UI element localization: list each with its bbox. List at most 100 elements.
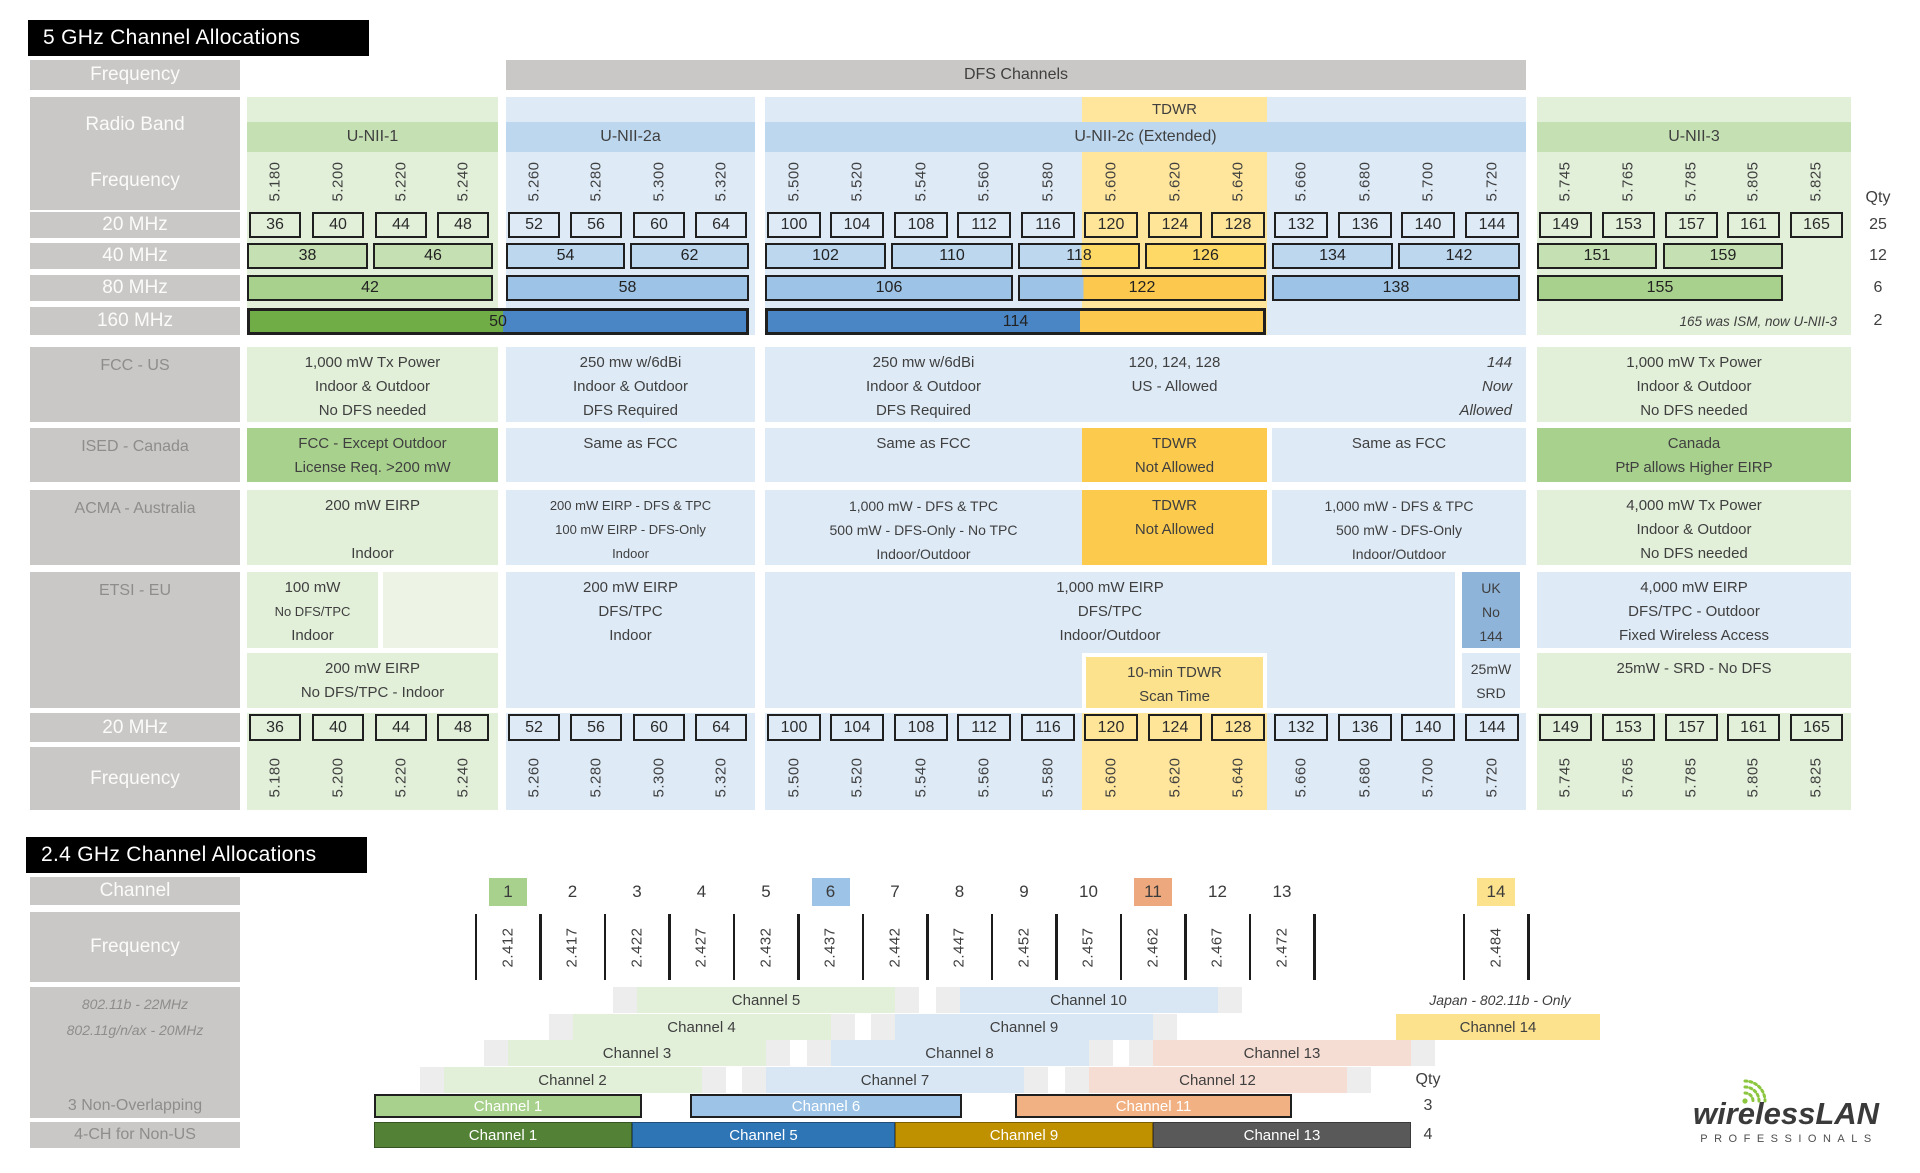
brand-wordmark: wirelessLAN	[1692, 1096, 1880, 1131]
frequency-label: 5.660	[1272, 152, 1330, 210]
frequency-text: 5.580	[1039, 160, 1057, 202]
freq-tick	[990, 914, 994, 980]
frequency-text: 5.280	[587, 160, 605, 202]
row-label-24-frequency: Frequency	[30, 912, 240, 982]
frequency-text: 5.660	[1292, 160, 1310, 202]
cell-text: TDWR	[1152, 435, 1197, 452]
frequency-text: 2.452	[1015, 926, 1033, 968]
cell-text: TDWR	[1152, 497, 1197, 514]
channel-40mhz-box: 110	[891, 243, 1013, 269]
row-label-ised-canada: ISED - Canada	[30, 428, 240, 482]
frequency-text: 5.765	[1619, 756, 1637, 798]
frequency-text: 5.640	[1229, 756, 1247, 798]
cell-text: ETSI - EU	[98, 582, 171, 599]
frequency-text: 5.700	[1419, 160, 1437, 202]
wifi-signal-icon	[1742, 1079, 1767, 1104]
channel-20mhz-box: 40	[312, 212, 364, 238]
cell-text: 500 mW - DFS-Only - No TPC	[829, 522, 1018, 538]
non-overlapping-box-channel-11: Channel 11	[1015, 1094, 1292, 1118]
channel-20mhz-box-bottom: 157	[1665, 714, 1718, 741]
row-label-20-mhz: 20 MHz	[30, 713, 240, 742]
frequency-label-bottom: 5.720	[1463, 747, 1521, 807]
channel-number-9: 9	[1019, 882, 1029, 901]
channel-80mhz-box: 42	[247, 275, 493, 301]
frequency-label-24: 2.467	[1194, 912, 1242, 982]
cell-text: No DFS needed	[1640, 545, 1748, 562]
frequency-label: 5.765	[1600, 152, 1657, 210]
channel-20mhz-box: 112	[957, 212, 1011, 238]
cell-text: Indoor & Outdoor	[1636, 378, 1752, 395]
channel-number-2: 2	[567, 882, 578, 901]
cell-text: Not Allowed	[1134, 521, 1215, 538]
cell-text: No	[1482, 604, 1500, 620]
qty-value: 25	[1855, 212, 1901, 238]
cell-text: License Req. >200 mW	[294, 459, 451, 476]
frequency-label-bottom: 5.500	[765, 747, 823, 807]
two-four-ghz-title: 2.4 GHz Channel Allocations	[26, 837, 367, 873]
brand-subtext: PROFESSIONALS	[1700, 1133, 1878, 1145]
tdwr-column-highlight-top	[1082, 97, 1267, 122]
row-label-frequency: Frequency	[30, 60, 240, 90]
stair-block-channel-13: Channel 13	[1153, 1040, 1411, 1066]
etsi-cell: 1,000 mW EIRP DFS/TPC Indoor/Outdoor	[765, 572, 1455, 708]
row-label-radio-band: Radio Band	[30, 97, 240, 152]
frequency-label-bottom: 5.320	[693, 747, 749, 807]
cell-text: 160 MHz	[96, 310, 174, 331]
channel-20mhz-box-bottom: 140	[1401, 714, 1455, 741]
frequency-text: 5.180	[266, 160, 284, 202]
frequency-text: 5.540	[912, 756, 930, 798]
cell-text: 80 MHz	[102, 277, 168, 298]
frequency-text: 5.320	[712, 160, 730, 202]
frequency-text: 5.745	[1556, 756, 1574, 798]
channel-20mhz-box: 52	[508, 212, 560, 238]
tdwr-header: TDWR	[1082, 97, 1267, 122]
freq-tick	[1462, 914, 1466, 980]
cell-text: Fixed Wireless Access	[1618, 627, 1770, 644]
channel-20mhz-box-bottom: 56	[570, 714, 622, 741]
channel-20mhz-box-bottom: 64	[695, 714, 747, 741]
cell-text: 1,000 mW Tx Power	[1626, 354, 1762, 371]
cell-text: Indoor/Outdoor	[1059, 627, 1161, 644]
etsi-cell: 25mW SRD	[1462, 653, 1520, 708]
freq-tick	[474, 914, 478, 980]
channel-40mhz-box: 142	[1398, 243, 1520, 269]
cell-text: FCC - US	[100, 357, 170, 374]
regulatory-cell: 144 Now Allowed	[1335, 347, 1520, 422]
frequency-label-bottom: 5.805	[1725, 747, 1782, 807]
frequency-text: 5.720	[1483, 756, 1501, 798]
channel-80mhz-box: 155	[1537, 275, 1783, 301]
frequency-label-bottom: 5.280	[568, 747, 624, 807]
channel-40mhz-box: 46	[373, 243, 493, 269]
cell-text: US - Allowed	[1131, 378, 1218, 395]
cell-text: 3	[1423, 1097, 1433, 1114]
regulatory-cell: 1,000 mW - DFS & TPC 500 mW - DFS-Only - …	[765, 490, 1082, 565]
freq-tick	[926, 914, 929, 980]
cell-text: Indoor/Outdoor	[876, 546, 971, 562]
cell-text: 120, 124, 128	[1128, 354, 1221, 371]
cell-text: Indoor	[612, 546, 649, 561]
frequency-text: 5.260	[525, 756, 543, 798]
regulatory-cell: FCC - Except Outdoor License Req. >200 mW	[247, 428, 498, 482]
frequency-text: 5.620	[1166, 160, 1184, 202]
cell-text: 200 mW EIRP	[324, 497, 421, 514]
channel-number-5: 5	[761, 882, 771, 901]
cell-text: 4	[1423, 1126, 1433, 1143]
frequency-label-24: 2.442	[871, 912, 919, 982]
four-channel-box-channel-13: Channel 13	[1153, 1122, 1411, 1148]
etsi-cell: UK No 144	[1462, 572, 1520, 648]
cell-text: 500 mW - DFS-Only	[1335, 522, 1462, 538]
cell-text: 100 mW	[284, 579, 341, 596]
freq-tick	[1313, 914, 1316, 980]
cell-text: 1,000 mW EIRP	[1056, 579, 1164, 596]
cell-text: Not Allowed	[1134, 459, 1215, 476]
channel-20mhz-box: 36	[249, 212, 301, 238]
channel-20mhz-box-bottom: 144	[1465, 714, 1519, 741]
cell-text: Qty	[1415, 1071, 1441, 1088]
frequency-text: 5.680	[1356, 756, 1374, 798]
channel-number-14: 14	[1477, 878, 1515, 906]
channel-40mhz-box: 134	[1272, 243, 1393, 269]
frequency-text: 5.785	[1682, 756, 1700, 798]
regulatory-cell: 200 mW EIRP - DFS & TPC 100 mW EIRP - DFS…	[506, 490, 755, 565]
freq-tick	[539, 914, 542, 980]
